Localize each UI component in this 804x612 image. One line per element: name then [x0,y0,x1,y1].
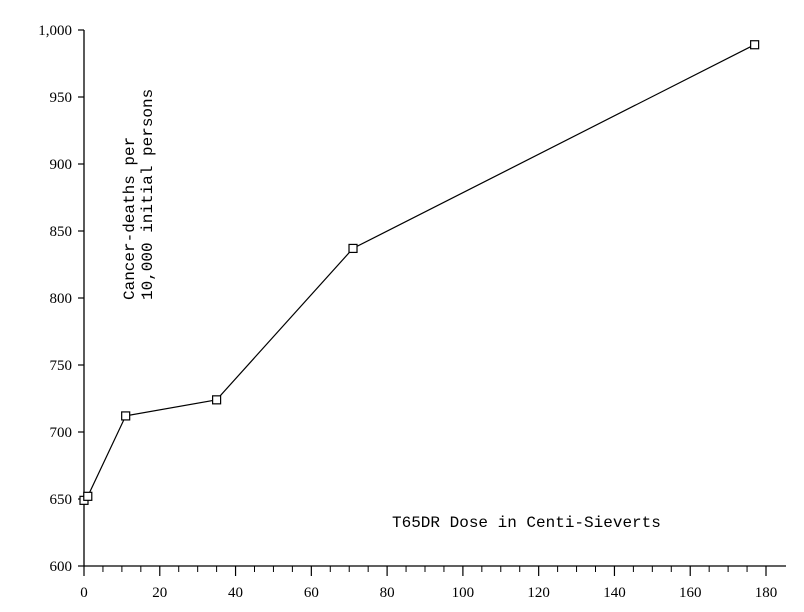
ylabel-line-2: 10,000 initial persons [139,89,157,300]
y-tick-label: 650 [50,492,73,508]
y-tick-label: 800 [50,291,73,307]
data-point-marker [348,243,358,254]
x-tick-label: 0 [80,585,88,601]
y-tick-labels: 600 650 700 750 800 850 900 950 1,000 [38,23,72,575]
y-tick-label: 700 [50,425,73,441]
y-tick-label: 950 [50,90,73,106]
y-tick-label: 900 [50,157,73,173]
x-tick-label: 140 [603,585,626,601]
data-point-marker [83,491,93,501]
x-tick-label: 100 [452,585,475,601]
y-tick-label: 850 [50,224,73,240]
axes [83,30,786,567]
x-tick-label: 120 [527,585,550,601]
data-point-marker [121,411,131,421]
x-tick-label: 20 [152,585,167,601]
x-tick-label: 60 [304,585,319,601]
y-tick-label: 1,000 [38,23,72,39]
x-tick-labels: 0 20 40 60 80 100 120 140 160 180 [80,585,777,601]
x-tick-label: 160 [679,585,702,601]
series [79,40,760,505]
x-tick-label: 80 [380,585,395,601]
y-tick-label: 750 [50,358,73,374]
x-axis-label: T65DR Dose in Centi-Sieverts [392,514,661,532]
y-ticks [78,29,84,567]
x-tick-label: 40 [228,585,243,601]
ylabel-line-1: Cancer-deaths per [121,137,139,300]
data-point-marker [750,40,760,50]
x-ticks [83,566,767,576]
x-tick-label: 180 [755,585,778,601]
y-tick-label: 600 [50,559,73,575]
data-point-marker [212,395,222,405]
series-line [83,44,755,501]
